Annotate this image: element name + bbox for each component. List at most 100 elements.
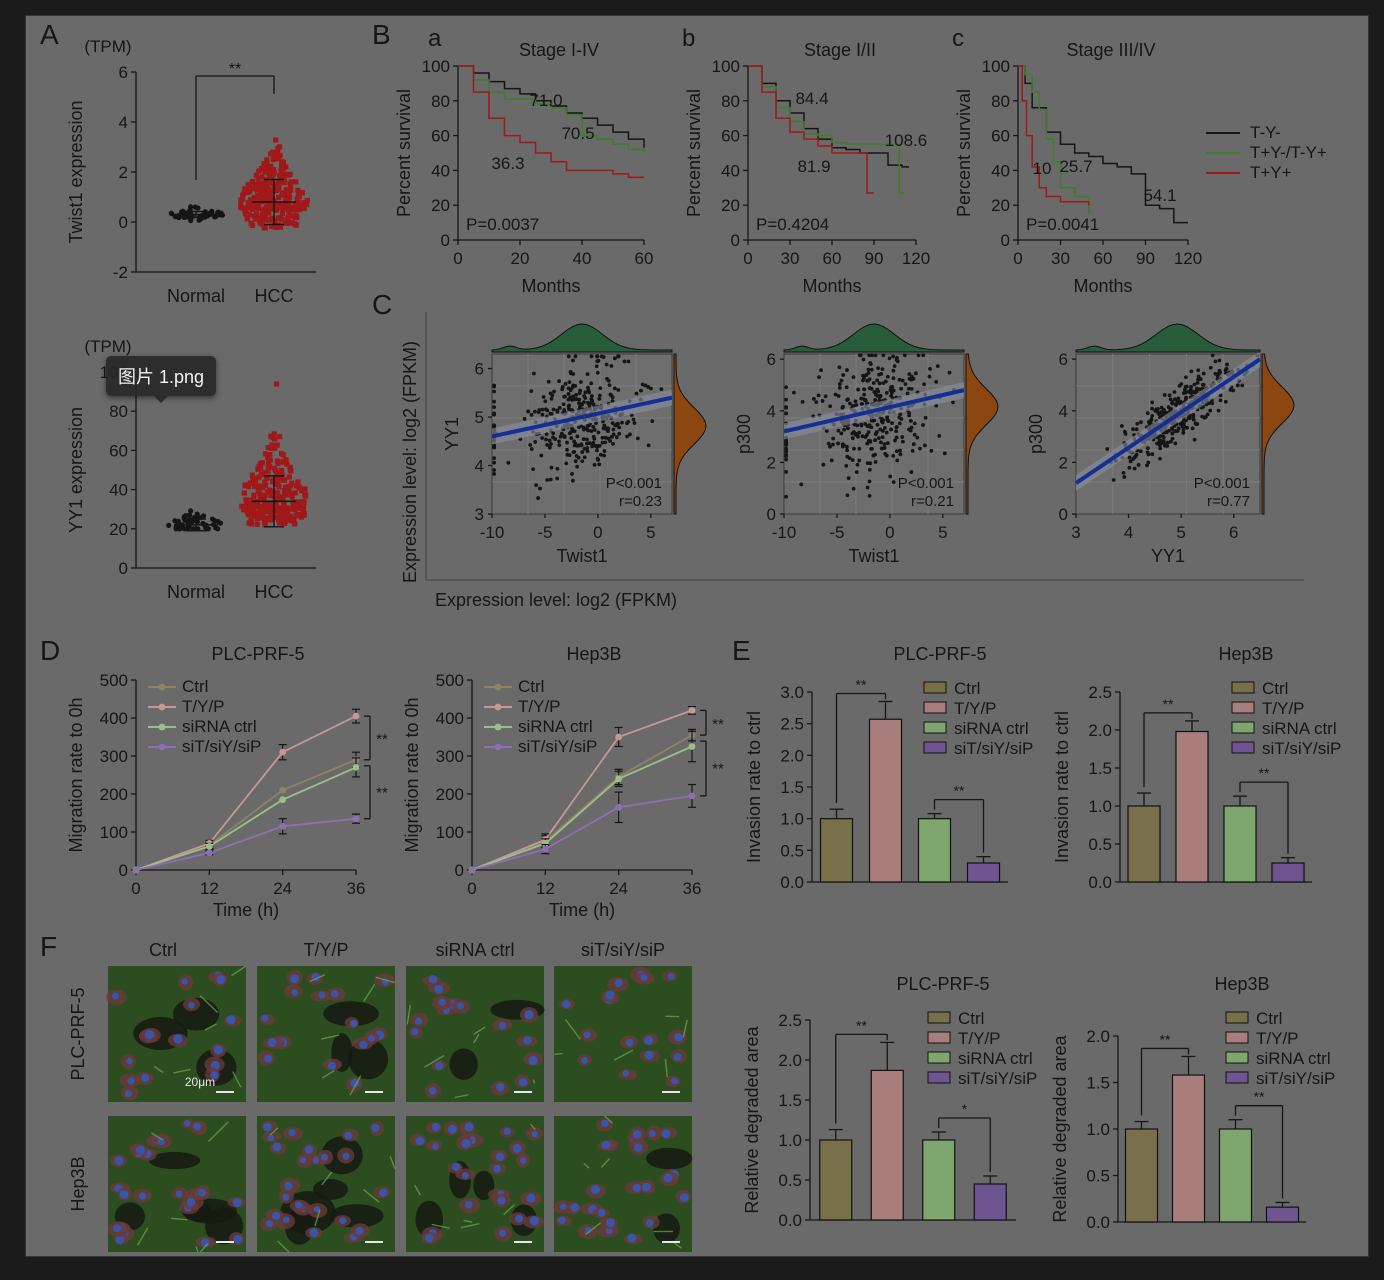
degradation-plot-1-legend-swatch xyxy=(927,1031,951,1044)
migration-plot-1-x-tick-label: 12 xyxy=(200,879,219,898)
migration-plot-2-x-tick-label: 12 xyxy=(536,879,555,898)
twist1-plot-hcc-point xyxy=(282,220,288,226)
twist1-plot-y-tick-label: 2 xyxy=(119,163,128,182)
correlation-plot-2-point xyxy=(870,447,874,451)
correlation-plot-3-fit-line xyxy=(1074,357,1262,485)
micrograph-nucleus xyxy=(528,1055,538,1066)
correlation-plot-1-point xyxy=(587,390,592,395)
correlation-plot-2-point xyxy=(816,393,821,398)
correlation-plot-2-point xyxy=(876,366,881,371)
migration-plot-1-series-3 xyxy=(135,766,357,871)
twist1-plot-unit: (TPM) xyxy=(84,37,131,56)
survival-plot-c-x-tick-label: 30 xyxy=(1051,249,1070,268)
yy1-plot-hcc-point xyxy=(262,483,269,489)
correlation-plot-1-point xyxy=(617,425,622,430)
correlation-plot-1-point xyxy=(565,440,569,445)
correlation-plot-2-point xyxy=(935,364,940,369)
micrograph-nucleus xyxy=(432,1143,439,1150)
correlation-plot-1-y-density xyxy=(673,353,707,515)
migration-plot-2-point xyxy=(468,866,476,874)
correlation-plot-2-point xyxy=(841,373,846,377)
correlation-plot-1-x-label: Twist1 xyxy=(556,546,607,566)
correlation-plot-2-point xyxy=(784,405,789,409)
correlation-plot-2-point xyxy=(823,394,828,399)
migration-plot-1-y-label: Migration rate to 0h xyxy=(66,697,86,852)
correlation-plot-3-point xyxy=(1190,426,1195,431)
migration-plot-1-x-tick-label: 0 xyxy=(131,879,140,898)
degradation-plot-1-sig-label: * xyxy=(962,1101,968,1117)
correlation-plot-2-point xyxy=(887,356,892,361)
twist1-plot-hcc-point xyxy=(251,201,257,207)
degradation-plot-2-bar-1 xyxy=(1124,1128,1159,1223)
twist1-plot-hcc-point xyxy=(269,195,276,202)
micrograph-fiber xyxy=(231,965,247,977)
micrograph-nucleus xyxy=(183,1120,191,1127)
correlation-plot-1-point xyxy=(564,461,569,466)
correlation-plot-3-point xyxy=(1223,368,1228,373)
correlation-plot-1-point xyxy=(547,438,552,443)
correlation-plot-2-point xyxy=(885,374,890,379)
yy1-plot-hcc-point xyxy=(271,431,277,437)
correlation-plot-1-point xyxy=(603,440,608,445)
correlation-plot-2-point xyxy=(854,403,859,407)
correlation-plot-3-r-value: r=0.77 xyxy=(1207,493,1250,510)
correlation-plot-2-x-tick-label: 0 xyxy=(885,523,894,542)
twist1-plot-hcc-point xyxy=(281,172,287,179)
micrograph-fiber xyxy=(431,1223,450,1229)
survival-plot-a-y-label: Percent survival xyxy=(394,89,414,217)
micrograph-nucleus xyxy=(520,1157,527,1164)
correlation-plot-1-point xyxy=(585,437,589,442)
micrograph-nucleus xyxy=(625,1038,634,1047)
correlation-plot-3-point xyxy=(1128,459,1133,464)
yy1-plot-hcc-point xyxy=(294,512,300,518)
migration-plot-2-legend-label: T/Y/P xyxy=(518,697,561,716)
survival-plot-a-y-tick-label: 100 xyxy=(422,57,450,76)
correlation-plot-2-point xyxy=(876,436,881,441)
twist1-plot-hcc-point xyxy=(246,182,252,188)
correlation-plot-2-x-tick-label: -10 xyxy=(772,523,797,542)
correlation-plot-3-point xyxy=(1157,443,1162,448)
yy1-plot-normal-point xyxy=(174,521,180,527)
correlation-plot-3-point xyxy=(1181,391,1186,395)
correlation-plot-3-point xyxy=(1159,405,1164,410)
migration-plot-2-point xyxy=(688,792,696,800)
correlation-plot-1-point xyxy=(611,432,616,437)
yy1-plot-hcc-point xyxy=(265,469,271,475)
twist1-plot-y-tick-label: 0 xyxy=(119,213,128,232)
yy1-plot-hcc-point xyxy=(301,510,307,517)
micrograph-nucleus xyxy=(583,1031,591,1039)
micrograph-fiber xyxy=(406,1004,412,1025)
correlation-plot-2-point xyxy=(861,378,865,383)
twist1-plot-y-tick-label: 6 xyxy=(119,63,128,82)
invasion-plot-1-legend-swatch xyxy=(923,741,947,754)
correlation-plot-3-point xyxy=(1200,414,1205,419)
correlation-plot-2-point xyxy=(784,457,789,462)
invasion-plot-1-legend-swatch xyxy=(923,701,947,714)
micrograph-nucleus xyxy=(679,1192,689,1202)
invasion-plot-2-y-tick-label: 1.0 xyxy=(1088,797,1112,816)
yy1-plot-hcc-point xyxy=(283,457,289,463)
yy1-plot-hcc-point xyxy=(259,460,266,466)
micrograph-row-label: Hep3B xyxy=(68,1156,88,1211)
correlation-plot-3-y-tick-label: 2 xyxy=(1059,453,1068,472)
micrograph-nucleus xyxy=(671,1077,679,1085)
correlation-plot-1-point xyxy=(616,388,621,392)
micrograph-nucleus xyxy=(261,1014,269,1022)
yy1-plot-hcc-point xyxy=(245,502,252,508)
micrograph-nucleus xyxy=(531,1130,539,1138)
correlation-plot-1-point xyxy=(557,405,562,410)
correlation-plot-1-x-tick-label: -5 xyxy=(537,523,552,542)
correlation-plot-2-point xyxy=(871,381,876,385)
micrograph-nucleus xyxy=(115,1235,125,1245)
invasion-plot-2-legend-swatch xyxy=(1231,741,1255,754)
correlation-plot-2-point xyxy=(881,381,886,386)
twist1-plot-hcc-point xyxy=(275,185,282,191)
survival-plot-c-x-tick-label: 60 xyxy=(1094,249,1113,268)
correlation-plot-2-point xyxy=(937,433,942,438)
panel-letter-c: C xyxy=(372,289,392,320)
twist1-plot-hcc-point xyxy=(244,189,251,195)
twist1-plot-hcc-point xyxy=(292,221,298,227)
correlation-plot-1-point xyxy=(586,385,590,390)
correlation-plot-1-point xyxy=(622,359,627,364)
invasion-plot-2-y-tick-label: 1.5 xyxy=(1088,759,1112,778)
